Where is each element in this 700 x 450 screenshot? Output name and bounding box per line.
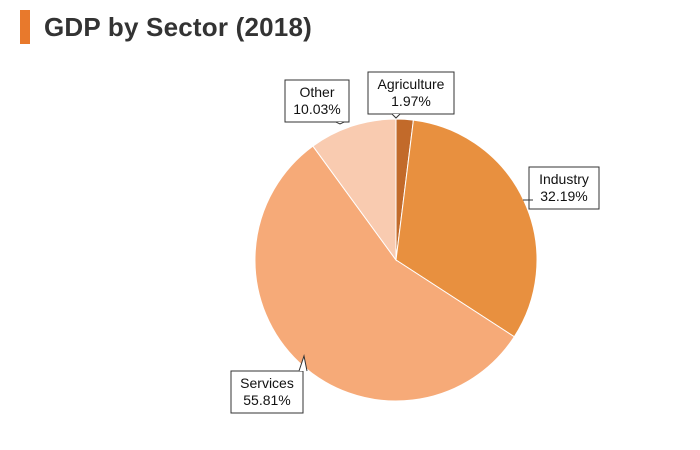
chart-title: GDP by Sector (2018) xyxy=(44,11,312,42)
pie-slice-services xyxy=(254,145,515,402)
pie-slices xyxy=(254,118,538,402)
pie-slice-other xyxy=(312,118,397,262)
callout-value: 10.03% xyxy=(293,101,340,117)
callout-value: 55.81% xyxy=(243,392,290,408)
callout-label: Agriculture xyxy=(378,76,445,92)
chart-header: GDP by Sector (2018) xyxy=(20,10,312,44)
callout-label: Industry xyxy=(539,171,589,187)
callout-box xyxy=(367,71,455,115)
callout-label: Services xyxy=(240,375,294,391)
callout-box xyxy=(230,370,304,414)
callout-label: Other xyxy=(299,84,334,100)
callout-value: 32.19% xyxy=(540,188,587,204)
callout-pointer xyxy=(298,354,308,372)
callout-value: 1.97% xyxy=(391,93,431,109)
callout-pointer xyxy=(335,121,345,125)
callout-pointer xyxy=(391,113,401,119)
callout-box xyxy=(284,79,350,123)
callout-box xyxy=(528,166,600,210)
title-accent-bar xyxy=(20,10,30,44)
